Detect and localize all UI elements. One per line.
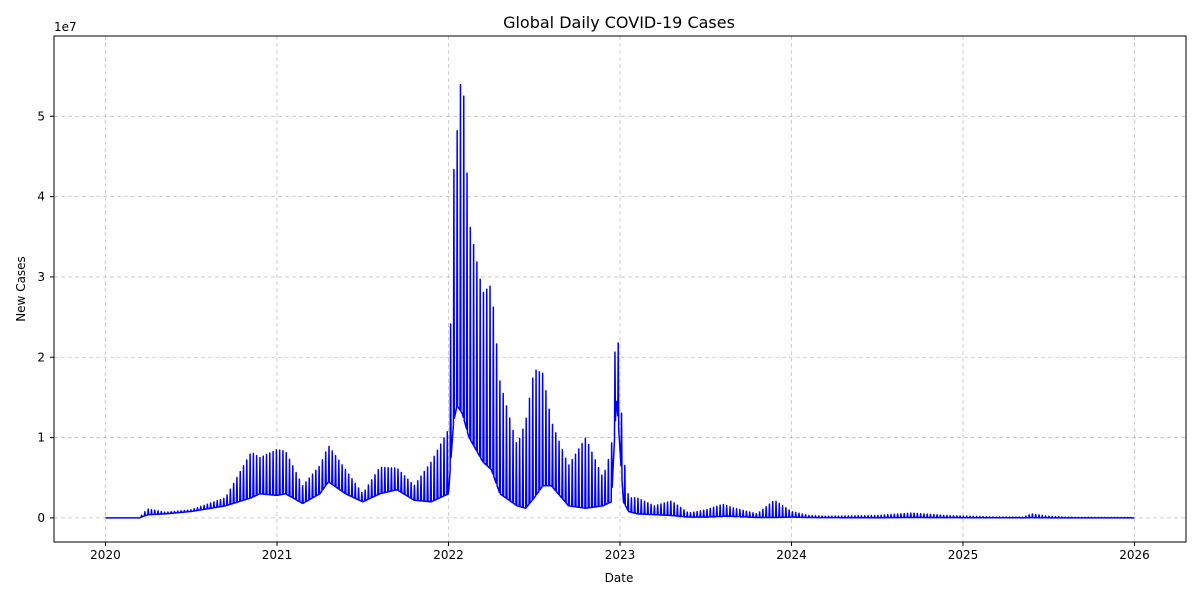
x-tick-label: 2020 <box>90 548 121 562</box>
x-tick-label: 2021 <box>262 548 293 562</box>
y-tick-label: 2 <box>37 350 45 364</box>
x-tick-label: 2022 <box>433 548 464 562</box>
chart-title: Global Daily COVID-19 Cases <box>503 13 735 32</box>
y-tick-label: 1 <box>37 431 45 445</box>
y-tick-label: 5 <box>37 109 45 123</box>
tick-layer: 2020 2021 2022 2023 2024 2025 2026 0 1 2 3 4 5 <box>37 109 1149 562</box>
x-tick-label: 2025 <box>948 548 979 562</box>
y-axis-label: New Cases <box>14 256 28 322</box>
x-tick-label: 2023 <box>605 548 636 562</box>
y-tick-label: 4 <box>37 190 45 204</box>
y-exponent-label: 1e7 <box>54 20 77 34</box>
x-axis-label: Date <box>605 571 634 585</box>
series-line-new-cases <box>105 83 1135 519</box>
data-layer <box>105 83 1135 519</box>
x-tick-label: 2026 <box>1119 548 1150 562</box>
y-tick-label: 0 <box>37 511 45 525</box>
y-tick-label: 3 <box>37 270 45 284</box>
grid-layer <box>54 36 1186 542</box>
x-tick-label: 2024 <box>776 548 807 562</box>
